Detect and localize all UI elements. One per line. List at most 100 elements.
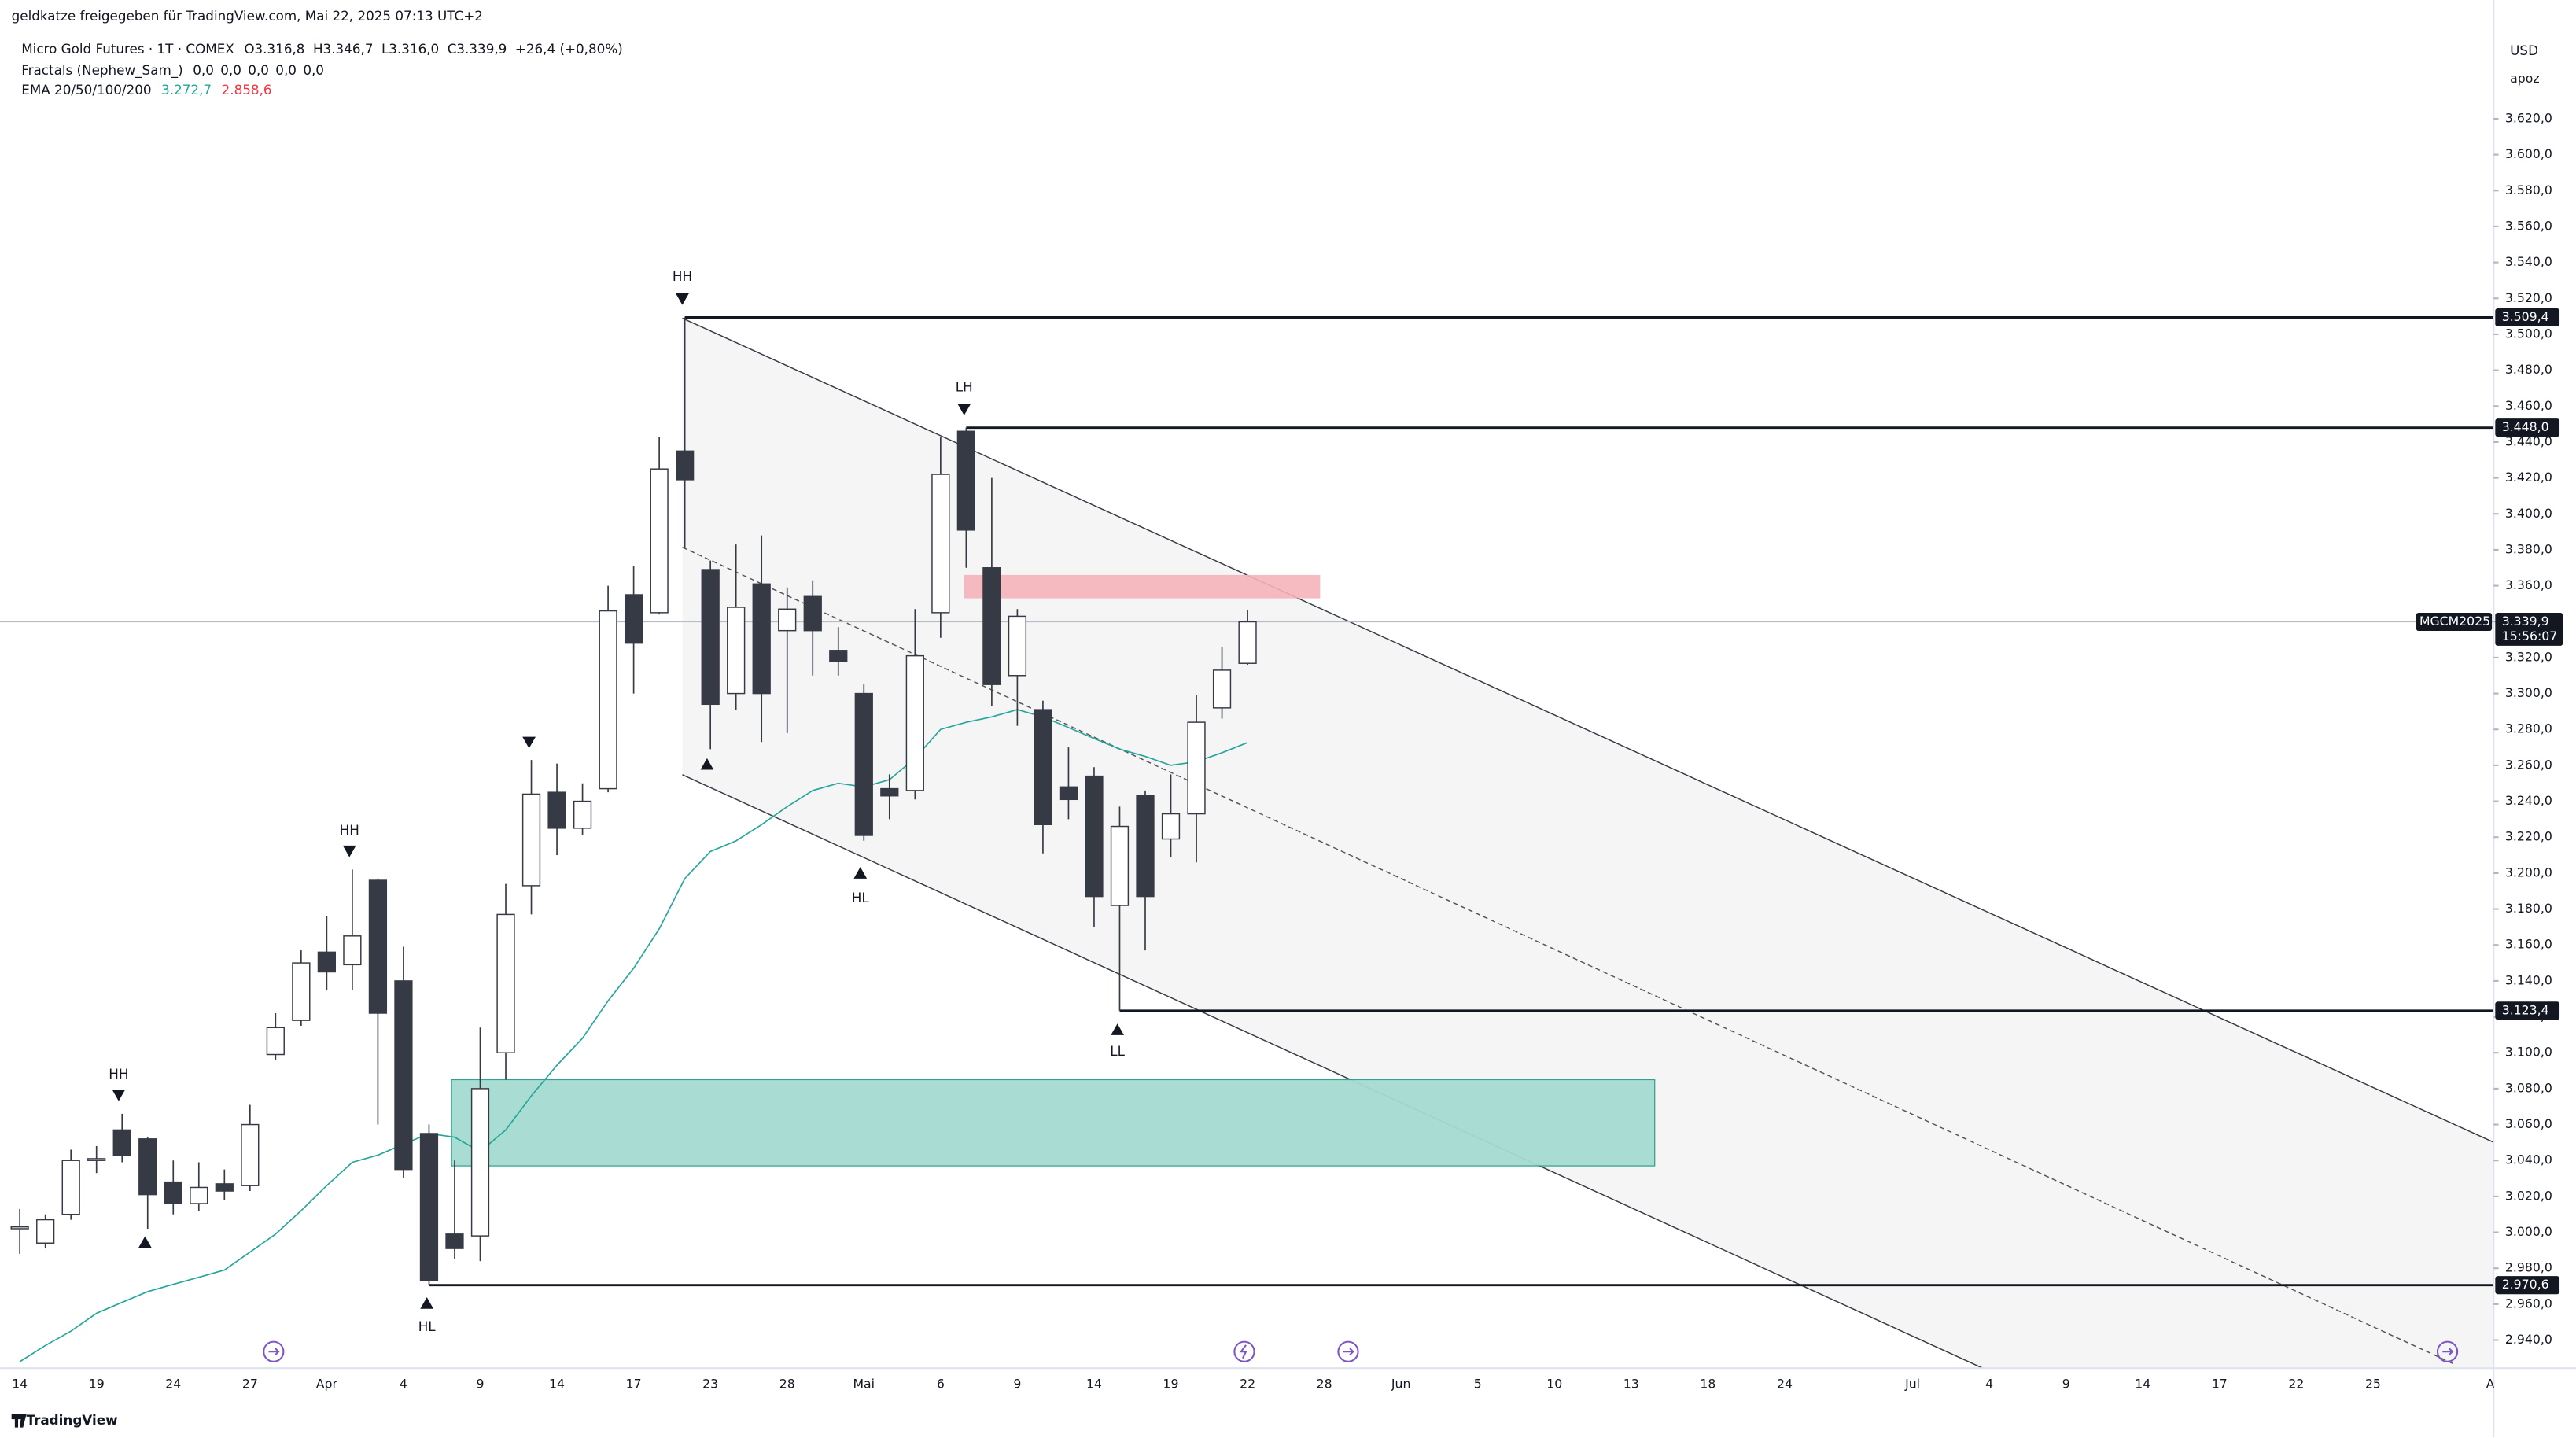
scale-mode: apoz (2510, 71, 2539, 86)
candle-body (368, 879, 388, 1014)
ohlc: +26,4 (+0,80%) (515, 41, 623, 57)
y-tick-label: 3.140,0 (2505, 972, 2552, 987)
ohlc: C3.339,9 (448, 41, 507, 57)
x-tick-label: 19 (1163, 1377, 1179, 1392)
x-tick-label: 10 (1546, 1377, 1562, 1392)
event-icon (268, 1348, 280, 1356)
y-tick-label: 3.420,0 (2505, 470, 2552, 485)
x-tick-label: 23 (702, 1377, 718, 1392)
candle-body (394, 980, 413, 1171)
y-tick-label: 3.400,0 (2505, 506, 2552, 521)
y-tick-label: 3.540,0 (2505, 254, 2552, 269)
y-tick-label: 3.260,0 (2505, 757, 2552, 772)
annotation: HH (340, 822, 359, 838)
event-icon (1239, 1344, 1247, 1359)
level-label: 3.123,4 (2502, 1002, 2549, 1017)
header: geldkatze freigegeben für TradingView.co… (12, 8, 483, 24)
event-icon (2442, 1348, 2454, 1356)
brand-logo (11, 1414, 27, 1428)
candle-body (676, 450, 695, 481)
level-label: 2.970,6 (2502, 1277, 2549, 1292)
candle-body (829, 650, 848, 662)
indicator-value: 3.272,7 (161, 82, 212, 98)
y-tick-label: 3.240,0 (2505, 793, 2552, 808)
candle-body (36, 1219, 55, 1244)
candle-body (880, 787, 899, 797)
ohlc: O3.316,8 (244, 41, 304, 57)
indicator-name: Fractals (Nephew_Sam_) (21, 62, 182, 79)
y-tick-label: 3.300,0 (2505, 685, 2552, 700)
indicator-value: 0,0 (193, 62, 214, 78)
y-tick-label: 3.200,0 (2505, 865, 2552, 879)
y-tick-label: 3.480,0 (2505, 362, 2552, 377)
annotation: HL (852, 890, 870, 905)
y-tick-label: 3.000,0 (2505, 1224, 2552, 1239)
candle-body (496, 913, 515, 1053)
x-tick-label: 14 (1086, 1377, 1102, 1392)
x-tick-label: A (2486, 1377, 2495, 1392)
indicator-value: 2.858,6 (222, 82, 272, 98)
candle-body (521, 793, 541, 887)
candle-body (1187, 721, 1206, 815)
x-tick-label: 4 (400, 1377, 407, 1392)
candle-body (803, 595, 822, 632)
candle-body (1059, 786, 1078, 801)
candle-body (956, 430, 975, 531)
last-price-box (2495, 612, 2563, 646)
x-tick-label: 28 (779, 1377, 795, 1392)
candle-body (701, 569, 720, 706)
legend-title: Micro Gold Futures · 1T · COMEX O3.316,8 H… (21, 41, 623, 57)
x-tick-label: Apr (316, 1377, 338, 1392)
x-tick-label: 28 (1317, 1377, 1332, 1392)
level-label-box (2495, 308, 2560, 327)
indicator-value: 0,0 (275, 62, 297, 78)
annotations: HH HH HL HH HL LH LL (109, 268, 1125, 1334)
y-tick-label: 3.320,0 (2505, 649, 2552, 664)
candle-body (61, 1160, 80, 1215)
candle-body (241, 1123, 260, 1186)
legend-ema: EMA 20/50/100/200 3.272,7 2.858,6 (21, 82, 271, 98)
brand: TradingView (27, 1412, 118, 1428)
y-tick-label: 3.220,0 (2505, 829, 2552, 844)
x-tick-label: 6 (937, 1377, 945, 1392)
candle-body (1161, 813, 1181, 840)
x-tick-label: 25 (2365, 1377, 2381, 1392)
zone (451, 1078, 1656, 1167)
y-tick-label: 2.960,0 (2505, 1296, 2552, 1311)
event-icon (2436, 1340, 2459, 1362)
candle-body (778, 608, 797, 632)
candle-body (343, 935, 362, 966)
channel-mid (682, 546, 2456, 1366)
indicator-value: 0,0 (248, 62, 269, 78)
indicator-value: 0,0 (303, 62, 324, 78)
candle-body (650, 468, 669, 614)
x-tick-label: 24 (1777, 1377, 1793, 1392)
channel-lower (682, 774, 1983, 1369)
plot (0, 316, 2494, 1362)
candle-body (931, 474, 950, 614)
y-tick-label: 3.280,0 (2505, 721, 2552, 736)
x-tick-label: 17 (626, 1377, 642, 1392)
candle-body (445, 1233, 464, 1249)
indicator-value: 0,0 (220, 62, 241, 78)
x-tick-label: 22 (2288, 1377, 2304, 1392)
y-tick-label: 3.600,0 (2505, 146, 2552, 161)
candle-body (573, 800, 592, 829)
countdown: 15:56:07 (2502, 629, 2558, 643)
candle-body (138, 1138, 157, 1196)
x-tick-label: 14 (2135, 1377, 2150, 1392)
candle-body (624, 594, 643, 644)
candle-body (1110, 825, 1130, 906)
indicator-name: EMA 20/50/100/200 (21, 82, 151, 98)
annotation: HL (418, 1318, 437, 1334)
level-label: 3.448,0 (2502, 419, 2549, 434)
candle-body (1238, 621, 1257, 664)
candle-body (547, 791, 566, 829)
x-tick-label: 13 (1623, 1377, 1639, 1392)
annotation: LH (956, 378, 973, 394)
candle-body (112, 1129, 131, 1156)
candle-body (752, 583, 771, 695)
candle-body (317, 951, 337, 973)
y-tick-label: 2.940,0 (2505, 1332, 2552, 1347)
